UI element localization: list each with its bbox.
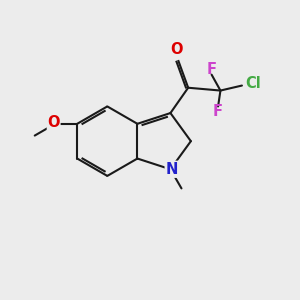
Text: Cl: Cl: [245, 76, 261, 91]
Text: O: O: [170, 42, 183, 57]
Text: O: O: [47, 115, 60, 130]
Text: F: F: [207, 62, 217, 77]
Text: F: F: [213, 104, 223, 119]
Text: N: N: [166, 162, 178, 177]
